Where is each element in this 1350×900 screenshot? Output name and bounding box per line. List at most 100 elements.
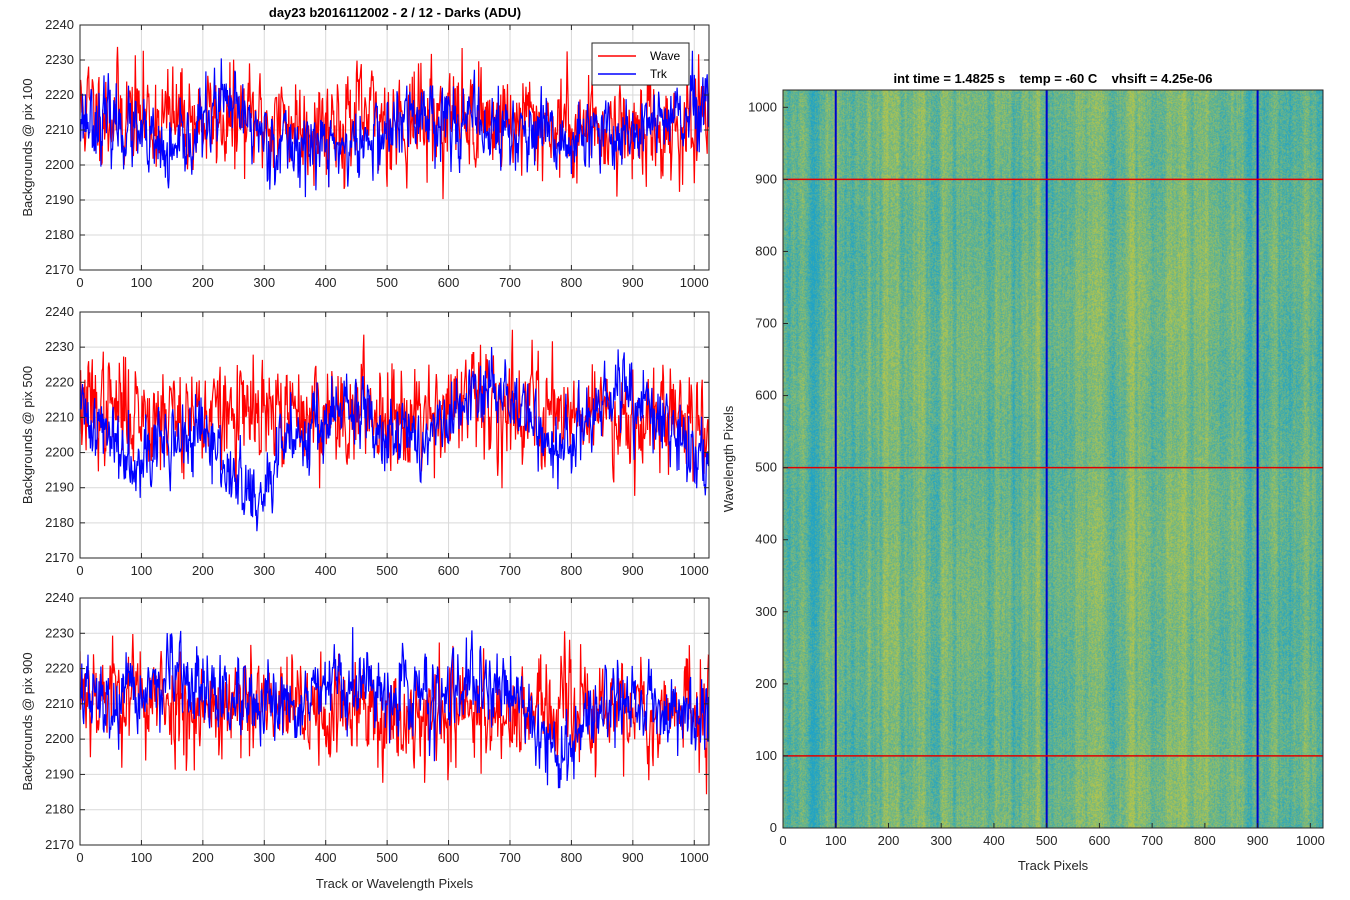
x-tick-label: 0 — [779, 833, 786, 848]
x-tick-label: 300 — [930, 833, 952, 848]
y-tick-label: 2200 — [45, 445, 74, 460]
y-tick-label: 800 — [755, 243, 777, 258]
x-tick-label: 600 — [438, 275, 460, 290]
x-tick-label: 1000 — [680, 275, 709, 290]
x-tick-label: 800 — [561, 563, 583, 578]
y-tick-label: 2240 — [45, 590, 74, 605]
y-tick-label: 2210 — [45, 696, 74, 711]
y-tick-label: 2200 — [45, 731, 74, 746]
heatmap-axes-box — [782, 89, 1324, 829]
x-tick-label: 500 — [1036, 833, 1058, 848]
y-tick-label: 0 — [770, 820, 777, 835]
axes-box — [79, 597, 710, 846]
y-tick-label: 2190 — [45, 766, 74, 781]
x-tick-label: 100 — [131, 563, 153, 578]
y-tick-label: 200 — [755, 676, 777, 691]
x-tick-label: 200 — [878, 833, 900, 848]
axes-box — [79, 24, 710, 271]
y-tick-label: 2240 — [45, 304, 74, 319]
y-tick-label: 700 — [755, 316, 777, 331]
x-tick-label: 1000 — [680, 850, 709, 865]
y-axis-label: Backgrounds @ pix 100 — [20, 78, 35, 216]
x-tick-label: 700 — [499, 563, 521, 578]
heatmap-chart: int time = 1.4825 s temp = -60 C vhsift … — [721, 71, 1325, 873]
x-tick-label: 600 — [438, 563, 460, 578]
heatmap-title: int time = 1.4825 s temp = -60 C vhsift … — [893, 71, 1212, 86]
x-tick-label: 500 — [376, 850, 398, 865]
legend: Wave Trk — [591, 42, 690, 86]
x-tick-label: 700 — [499, 850, 521, 865]
x-tick-label: 300 — [253, 275, 275, 290]
x-axis-label: Track Pixels — [1018, 858, 1089, 873]
x-tick-label: 600 — [438, 850, 460, 865]
y-tick-label: 1000 — [748, 99, 777, 114]
legend-label-wave: Wave — [650, 49, 681, 63]
y-tick-label: 900 — [755, 171, 777, 186]
series-line-trk — [80, 50, 709, 198]
x-tick-label: 0 — [76, 563, 83, 578]
x-tick-label: 0 — [76, 850, 83, 865]
x-tick-label: 700 — [1141, 833, 1163, 848]
x-tick-label: 200 — [192, 275, 214, 290]
y-tick-label: 2180 — [45, 227, 74, 242]
x-tick-label: 800 — [561, 275, 583, 290]
x-tick-label: 800 — [561, 850, 583, 865]
y-tick-label: 2200 — [45, 157, 74, 172]
x-tick-label: 400 — [983, 833, 1005, 848]
legend-box — [591, 42, 690, 86]
x-tick-label: 200 — [192, 850, 214, 865]
x-tick-label: 900 — [1247, 833, 1269, 848]
y-tick-label: 2170 — [45, 550, 74, 565]
y-tick-label: 100 — [755, 748, 777, 763]
y-tick-label: 2220 — [45, 374, 74, 389]
y-axis-label: Backgrounds @ pix 900 — [20, 652, 35, 790]
series-line-trk — [80, 346, 709, 532]
y-tick-label: 2220 — [45, 87, 74, 102]
x-tick-label: 500 — [376, 275, 398, 290]
x-tick-label: 100 — [131, 275, 153, 290]
y-tick-label: 2170 — [45, 262, 74, 277]
y-tick-label: 2240 — [45, 17, 74, 32]
x-tick-label: 400 — [315, 563, 337, 578]
y-axis-label: Wavelength Pixels — [721, 405, 736, 512]
heatmap-image — [783, 90, 1323, 828]
line-chart-pix-100: day23 b2016112002 - 2 / 12 - Darks (ADU)… — [20, 5, 710, 290]
line-chart-pix-500: 0 100 200 300 400 500 600 700 800 900 1000 2170 2180… — [20, 304, 710, 578]
x-tick-label: 900 — [622, 275, 644, 290]
y-tick-label: 2180 — [45, 802, 74, 817]
y-tick-label: 2230 — [45, 625, 74, 640]
y-tick-label: 2210 — [45, 409, 74, 424]
x-axis-label: Track or Wavelength Pixels — [316, 876, 474, 891]
legend-label-trk: Trk — [650, 67, 668, 81]
y-axis-label: Backgrounds @ pix 500 — [20, 366, 35, 504]
x-tick-label: 800 — [1194, 833, 1216, 848]
x-tick-label: 300 — [253, 563, 275, 578]
x-tick-label: 100 — [131, 850, 153, 865]
x-tick-label: 1000 — [680, 563, 709, 578]
axes-box — [79, 311, 710, 559]
x-tick-label: 900 — [622, 563, 644, 578]
y-tick-label: 2210 — [45, 122, 74, 137]
y-tick-label: 2190 — [45, 480, 74, 495]
x-tick-label: 1000 — [1296, 833, 1325, 848]
y-tick-label: 2230 — [45, 339, 74, 354]
y-tick-label: 2220 — [45, 661, 74, 676]
y-tick-label: 2190 — [45, 192, 74, 207]
y-tick-label: 300 — [755, 604, 777, 619]
y-tick-label: 2230 — [45, 52, 74, 67]
x-tick-label: 100 — [825, 833, 847, 848]
x-tick-label: 900 — [622, 850, 644, 865]
x-tick-label: 400 — [315, 275, 337, 290]
figure-title: day23 b2016112002 - 2 / 12 - Darks (ADU) — [269, 5, 521, 20]
x-tick-label: 200 — [192, 563, 214, 578]
line-chart-pix-900: 0 100 200 300 400 500 600 700 800 900 1000 2170 2180… — [20, 590, 710, 891]
x-tick-label: 600 — [1089, 833, 1111, 848]
series-line-trk — [80, 627, 709, 789]
x-tick-label: 0 — [76, 275, 83, 290]
x-tick-label: 700 — [499, 275, 521, 290]
x-tick-label: 500 — [376, 563, 398, 578]
y-tick-label: 2170 — [45, 837, 74, 852]
y-tick-label: 600 — [755, 388, 777, 403]
y-tick-label: 2180 — [45, 515, 74, 530]
